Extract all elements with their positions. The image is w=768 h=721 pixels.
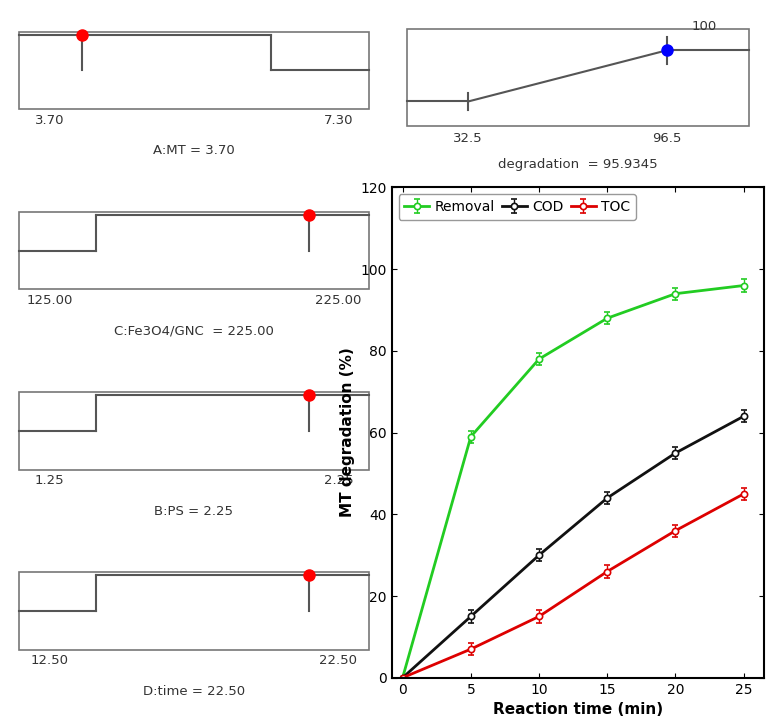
Text: 225.00: 225.00 — [315, 294, 362, 307]
Text: degradation  = 95.9345: degradation = 95.9345 — [498, 159, 657, 172]
Y-axis label: MT degradation (%): MT degradation (%) — [340, 348, 355, 518]
Text: C:Fe3O4/GNC  = 225.00: C:Fe3O4/GNC = 225.00 — [114, 324, 274, 337]
Text: 2.25: 2.25 — [323, 474, 353, 487]
Text: 125.00: 125.00 — [26, 294, 73, 307]
Text: A:MT = 3.70: A:MT = 3.70 — [153, 144, 235, 157]
Text: 1.25: 1.25 — [35, 474, 65, 487]
Bar — [19, 212, 369, 289]
Legend: Removal, COD, TOC: Removal, COD, TOC — [399, 195, 636, 219]
Bar — [406, 29, 750, 125]
Text: 7.30: 7.30 — [323, 114, 353, 127]
Bar — [19, 32, 369, 109]
Text: 96.5: 96.5 — [652, 133, 682, 146]
Bar — [19, 572, 369, 650]
X-axis label: Reaction time (min): Reaction time (min) — [493, 702, 663, 717]
Text: 3.70: 3.70 — [35, 114, 65, 127]
Text: 32.5: 32.5 — [453, 133, 483, 146]
Text: 22.50: 22.50 — [319, 655, 357, 668]
Text: 100: 100 — [692, 20, 717, 33]
Bar — [19, 392, 369, 469]
Text: 12.50: 12.50 — [31, 655, 68, 668]
Text: B:PS = 2.25: B:PS = 2.25 — [154, 505, 233, 518]
Text: D:time = 22.50: D:time = 22.50 — [143, 685, 245, 698]
